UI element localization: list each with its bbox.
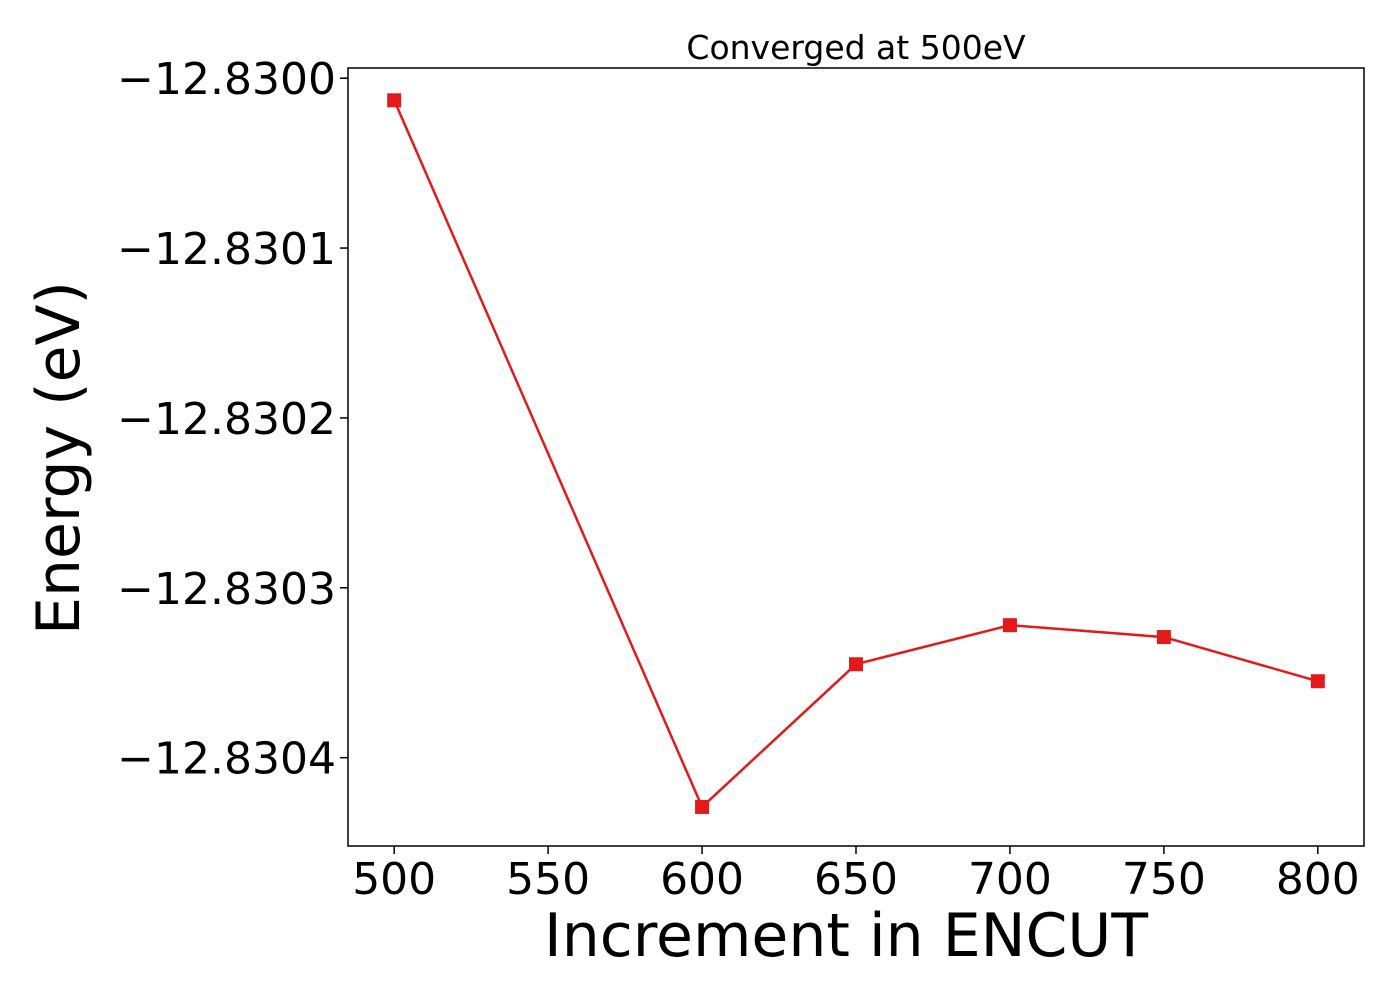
data-point-marker: [849, 657, 863, 672]
x-tick-label: 750: [1122, 854, 1206, 905]
x-axis-label: Increment in ENCUT: [544, 901, 1148, 971]
series-line: [393, 99, 1319, 809]
plot-frame: [347, 67, 1365, 847]
x-tick-label: 800: [1276, 854, 1360, 905]
y-axis-ticks: −12.8300 −12.8301 −12.8302 −12.8303 −12.8304: [117, 54, 348, 785]
y-tick-label: −12.8303: [117, 564, 336, 615]
x-tick-label: 700: [968, 854, 1052, 905]
y-tick-label: −12.8301: [117, 224, 336, 275]
x-tick-label: 600: [660, 854, 744, 905]
x-tick-label: 550: [506, 854, 590, 905]
data-point-marker: [1310, 674, 1325, 689]
plot-area: [387, 93, 1325, 814]
x-axis-ticks: 500 550 600 650 700 750 800: [352, 846, 1360, 905]
y-axis-label: Energy (eV): [24, 281, 94, 635]
data-point-marker: [1002, 618, 1017, 633]
x-tick-label: 500: [352, 854, 436, 905]
chart-title: Converged at 500eV: [686, 28, 1026, 67]
y-tick-label: −12.8302: [117, 394, 336, 445]
y-tick-label: −12.8300: [117, 54, 336, 105]
x-tick-label: 650: [814, 854, 898, 905]
data-point-marker: [387, 93, 402, 108]
data-point-marker: [1156, 630, 1171, 645]
y-tick-label: −12.8304: [117, 734, 336, 785]
data-point-marker: [695, 799, 710, 814]
series-markers: [387, 93, 1325, 814]
